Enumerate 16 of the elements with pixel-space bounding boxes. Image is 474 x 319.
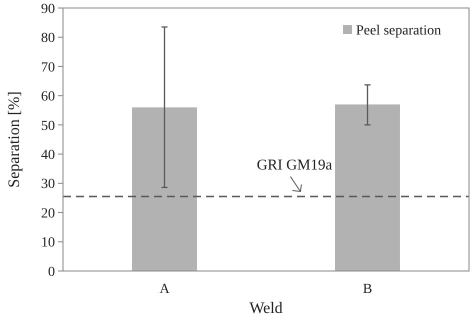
x-tick-label: B [362,282,372,297]
y-tick-label: 20 [41,206,55,222]
y-tick-label: 60 [41,90,55,105]
y-axis-title: Separation [%] [6,91,23,188]
x-axis-title: Weld [249,300,283,317]
y-tick-label: 0 [48,264,55,280]
ref-line-label: GRI GM19a [256,157,332,174]
y-tick-label: 90 [41,2,55,17]
y-tick-label: 50 [41,118,55,134]
x-tick-label: A [159,282,170,297]
y-tick-label: 40 [41,148,55,164]
y-tick-label: 70 [41,60,55,76]
y-tick-label: 30 [41,177,55,192]
y-tick-label: 10 [41,236,55,251]
legend-label: Peel separation [356,23,442,38]
y-tick-label: 80 [41,31,55,46]
